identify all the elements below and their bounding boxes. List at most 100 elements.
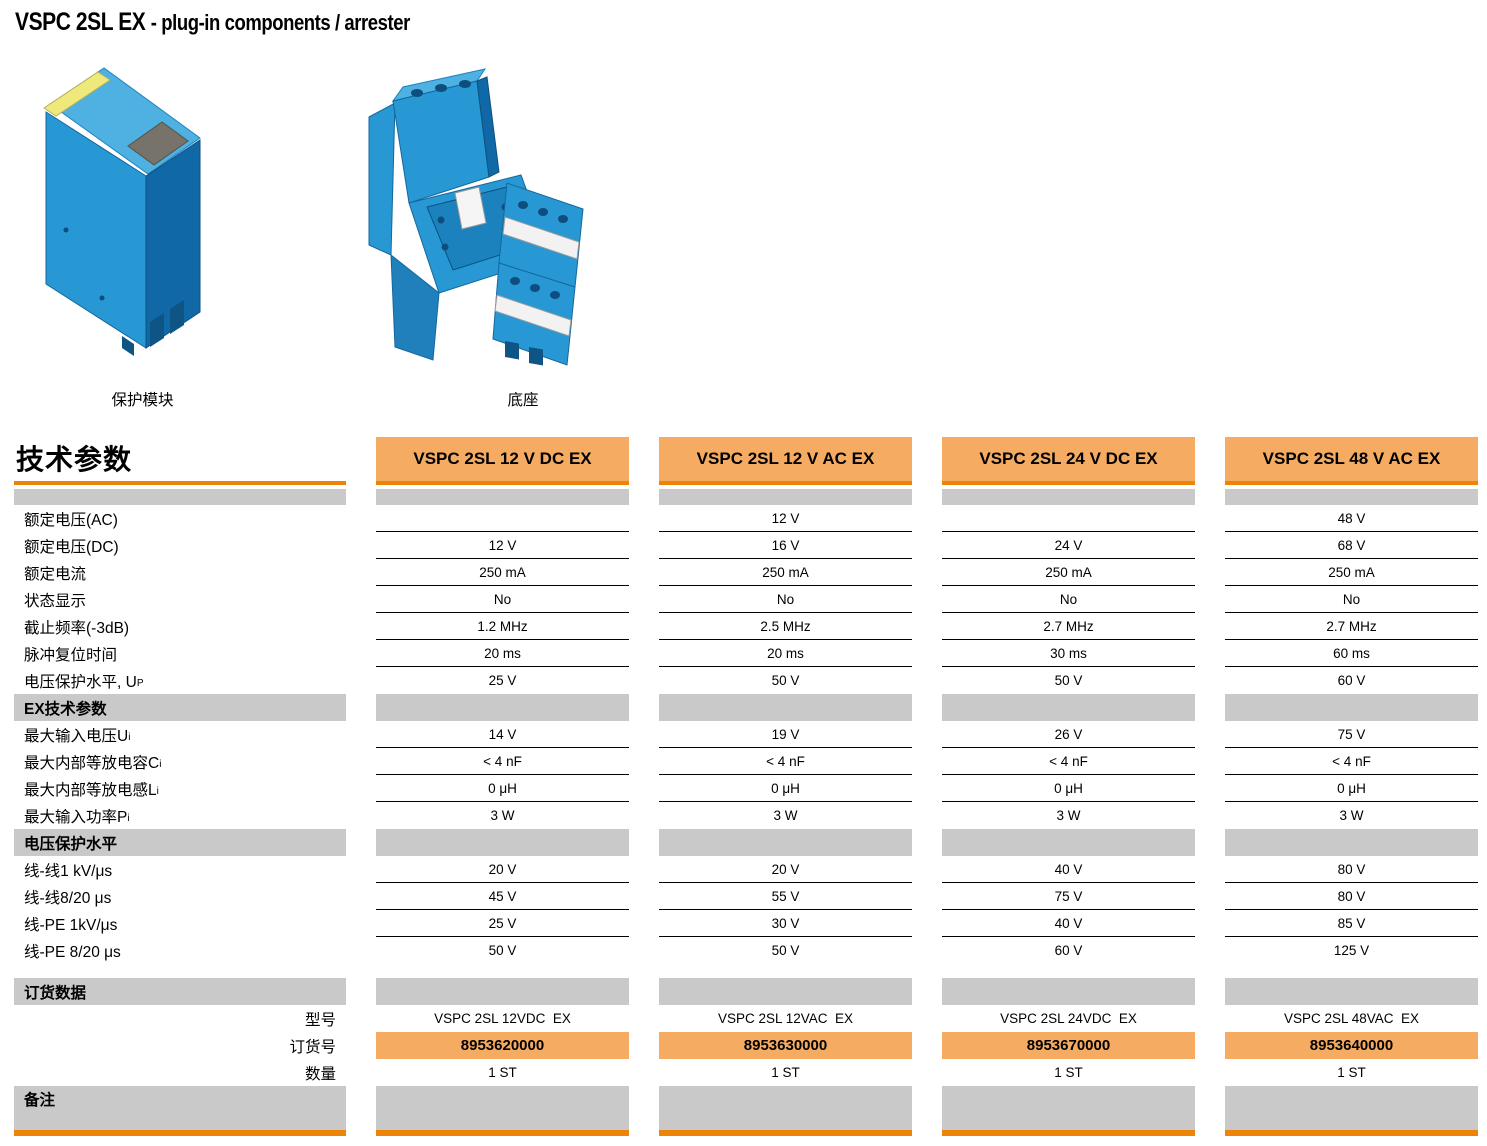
spec-value: 0 μH (376, 775, 629, 802)
spec-value: 1.2 MHz (376, 613, 629, 640)
section-band (376, 1086, 629, 1130)
spec-value: 16 V (659, 532, 912, 559)
section-band (942, 489, 1195, 505)
spec-value: 19 V (659, 721, 912, 748)
base-caption: 底座 (507, 392, 539, 409)
spacer (14, 964, 346, 978)
orange-bar (14, 1130, 346, 1136)
spec-row-label: 订货号 (14, 1032, 346, 1059)
spec-value: 26 V (942, 721, 1195, 748)
spec-value: 250 mA (659, 559, 912, 586)
spacer (376, 964, 629, 978)
spec-row-label: 线-PE 1kV/μs (14, 910, 346, 937)
spec-value: No (376, 586, 629, 613)
spec-row-label: 型号 (14, 1005, 346, 1032)
spec-value: 25 V (376, 910, 629, 937)
orange-bar (659, 1130, 912, 1136)
spec-row-label-text: 额定电流 (24, 565, 87, 583)
orange-bar (942, 1130, 1195, 1136)
spec-value: 250 mA (1225, 559, 1478, 586)
spec-row-label: 数量 (14, 1059, 346, 1086)
spec-row-label: 额定电压(DC) (14, 532, 346, 559)
spec-value: 60 ms (1225, 640, 1478, 667)
spacer (942, 964, 1195, 978)
spec-value: 30 V (659, 910, 912, 937)
orange-bar (376, 1130, 629, 1136)
spec-value: 60 V (1054, 943, 1083, 958)
spec-row-label-text: 最大内部等放电感L (24, 781, 157, 799)
page-title-main: VSPC 2SL EX (15, 8, 146, 36)
page-title: VSPC 2SL EX - plug-in components / arres… (15, 8, 410, 37)
column-header-3: VSPC 2SL 24 V DC EX (942, 437, 1195, 485)
spec-value: 3 W (1339, 808, 1364, 823)
spec-row-label: 额定电压(AC) (14, 505, 346, 532)
spec-value: 3 W (490, 808, 515, 823)
spec-value: 250 mA (376, 559, 629, 586)
spec-value: 1 ST (1054, 1065, 1083, 1080)
spec-value: 8953640000 (1225, 1032, 1478, 1059)
spec-table: 技术参数 VSPC 2SL 12 V DC EX VSPC 2SL 12 V AC … (14, 437, 1478, 1136)
section-band (1225, 694, 1478, 721)
left-header-text: 技术参数 (16, 444, 133, 475)
section-band (659, 1086, 912, 1130)
spec-value: 0 μH (659, 775, 912, 802)
spec-value: 40 V (942, 910, 1195, 937)
module-caption: 保护模块 (111, 392, 174, 409)
spec-value: 8953670000 (942, 1032, 1195, 1059)
spec-value: 30 ms (942, 640, 1195, 667)
spec-row-label: 脉冲复位时间 (14, 640, 346, 667)
spec-row-label-text: 最大输入电压U (24, 727, 129, 745)
spec-value: < 4 nF (376, 748, 629, 775)
spec-value: 125 V (1333, 943, 1370, 958)
spec-value: 250 mA (942, 559, 1195, 586)
spec-row-label-text: 额定电压(AC) (24, 511, 118, 529)
spec-row-label: 最大内部等放电感L i (14, 775, 346, 802)
section-band (942, 694, 1195, 721)
spec-row-label: 额定电流 (14, 559, 346, 586)
spec-value: 1 ST (1337, 1065, 1366, 1080)
spec-value: 68 V (1225, 532, 1478, 559)
spec-row-label-text: 型号 (304, 1011, 336, 1029)
spec-value: VSPC 2SL 48VAC EX (1283, 1011, 1420, 1026)
base-image (355, 55, 635, 378)
spec-value: VSPC 2SL 24VDC EX (1000, 1011, 1137, 1026)
spec-row-label-text: 订货号 (289, 1038, 336, 1056)
section-band (659, 489, 912, 505)
column-header-4: VSPC 2SL 48 V AC EX (1225, 437, 1478, 485)
spacer (1225, 964, 1478, 978)
spec-row-label-text: 线-PE 1kV/μs (24, 916, 118, 934)
spec-value: 80 V (1225, 856, 1478, 883)
spec-row-label-text: 数量 (304, 1065, 336, 1083)
spec-value: 2.7 MHz (1225, 613, 1478, 640)
section-band (1225, 1086, 1478, 1130)
orange-bar (1225, 1130, 1478, 1136)
protection-module-image (30, 60, 220, 365)
spec-row-label-text: 线-PE 8/20 μs (24, 943, 121, 961)
spec-value: 45 V (376, 883, 629, 910)
spec-value: 75 V (1225, 721, 1478, 748)
spec-value: 48 V (1225, 505, 1478, 532)
spec-value: 55 V (659, 883, 912, 910)
section-band-label (14, 489, 346, 505)
column-header-1: VSPC 2SL 12 V DC EX (376, 437, 629, 485)
spec-value: < 4 nF (1225, 748, 1478, 775)
spec-value: 0 μH (942, 775, 1195, 802)
spec-value: 80 V (1225, 883, 1478, 910)
spec-row-label: 状态显示 (14, 586, 346, 613)
spec-row-label-text: 线-线8/20 μs (24, 889, 112, 907)
spec-row-label: 线-线8/20 μs (14, 883, 346, 910)
spec-row-label: 最大输入功率P i (14, 802, 346, 829)
section-band (376, 489, 629, 505)
spec-value: 50 V (1054, 673, 1083, 688)
section-band (1225, 489, 1478, 505)
section-band (1225, 978, 1478, 1005)
spec-value: 1 ST (488, 1065, 517, 1080)
section-band (376, 694, 629, 721)
spec-value: 25 V (488, 673, 517, 688)
spec-row-label: 最大输入电压U i (14, 721, 346, 748)
section-band (659, 978, 912, 1005)
spec-value: 20 V (376, 856, 629, 883)
spec-value: 14 V (376, 721, 629, 748)
spec-value: No (659, 586, 912, 613)
